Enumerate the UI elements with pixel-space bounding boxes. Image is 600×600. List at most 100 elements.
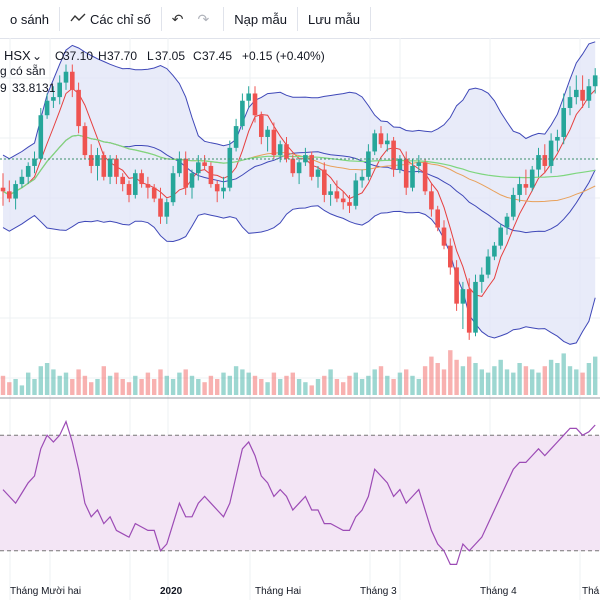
redo-icon: ↷: [197, 10, 210, 27]
time-axis-tick-label: 2020: [160, 586, 183, 597]
candle-body: [202, 162, 207, 166]
candle-body: [397, 158, 403, 170]
volume-bar: [76, 369, 81, 395]
open-label: O: [55, 49, 64, 63]
volume-bar: [334, 379, 340, 395]
candle-body: [44, 100, 50, 116]
volume-bar: [265, 382, 270, 395]
time-axis-tick-label: Tháng Hai: [255, 586, 301, 597]
bollinger-bands: [2, 41, 596, 345]
volume-bar: [44, 363, 50, 395]
candle-body: [322, 169, 327, 195]
volume-bar: [296, 379, 302, 395]
candle-body: [57, 82, 62, 98]
candle-body: [378, 133, 384, 145]
volume-bars: [0, 350, 598, 395]
candle-body: [391, 140, 396, 170]
time-axis-tick-label: Thá: [582, 586, 600, 597]
redo-button[interactable]: ↷: [197, 0, 223, 38]
candle-body: [454, 267, 459, 304]
indicators-button[interactable]: Các chỉ số: [60, 0, 161, 38]
candle-body: [403, 158, 409, 188]
volume-bar: [278, 379, 283, 395]
candle-body: [574, 89, 579, 98]
candle-body: [25, 165, 31, 177]
price-chart[interactable]: Tháng Mười hai 2020 Tháng Hai Tháng 3 Tháng …: [0, 38, 600, 600]
candle-body: [170, 173, 176, 203]
volume-bar: [95, 379, 100, 395]
candle-body: [290, 158, 296, 174]
high-value: 37.70: [107, 49, 137, 63]
candle-body: [32, 158, 37, 166]
candle-body: [485, 256, 491, 275]
volume-bar: [378, 366, 384, 395]
indicators-label: Các chỉ số: [90, 11, 151, 27]
volume-bar: [511, 372, 516, 395]
legend-row: HSX ⌄ O 37.10 H 37.70 L 37.05 C 37.45 +0…: [4, 48, 325, 63]
candle-body: [567, 97, 573, 108]
volume-bar: [567, 366, 573, 395]
volume-bar: [120, 379, 125, 395]
candle-body: [441, 227, 447, 246]
candle-body: [536, 155, 541, 170]
volume-bar: [574, 369, 579, 395]
candle-body: [101, 155, 107, 177]
candle-body: [347, 202, 352, 206]
volume-bar: [548, 359, 554, 395]
volume-bar: [410, 375, 415, 395]
volume-bar: [189, 375, 195, 395]
candle-body: [473, 281, 478, 333]
candle-body: [466, 289, 472, 333]
load-template-button[interactable]: Nạp mẫu: [224, 0, 297, 38]
candle-body: [359, 176, 365, 181]
candle-body: [114, 158, 119, 177]
volume-bar: [290, 372, 295, 395]
compare-button[interactable]: o sánh: [0, 0, 59, 38]
volume-bar: [82, 375, 88, 395]
candle-body: [233, 126, 239, 148]
volume-bar: [498, 359, 503, 395]
candle-body: [429, 191, 434, 210]
low-label: L: [147, 49, 154, 63]
candle-body: [151, 187, 157, 199]
volume-bar: [448, 350, 453, 395]
undo-button[interactable]: ↶: [162, 0, 198, 38]
rsi-band-fill: [0, 435, 600, 551]
volume-bar: [341, 382, 346, 395]
volume-bar: [202, 382, 207, 395]
candle-body: [580, 89, 585, 101]
save-template-button[interactable]: Lưu mẫu: [298, 0, 370, 38]
volume-bar: [580, 372, 585, 395]
volume-bar: [114, 372, 119, 395]
candle-body: [366, 151, 371, 177]
candle-body: [183, 158, 188, 188]
close-label: C: [193, 49, 202, 63]
volume-bar: [221, 372, 226, 395]
candle-body: [88, 155, 94, 166]
change-value: +0.15 (+0.40%): [242, 49, 325, 63]
indicators-icon: [70, 11, 86, 27]
candle-body: [372, 133, 377, 152]
bollinger-lower-line: [2, 205, 596, 345]
candle-body: [416, 162, 422, 166]
candle-body: [38, 115, 44, 159]
candle-body: [284, 144, 289, 159]
rsi-pane: [0, 419, 600, 566]
candle-body: [592, 75, 598, 87]
symbol-menu-chevron[interactable]: ⌄: [32, 49, 42, 63]
candle-body: [259, 115, 264, 137]
candle-body: [82, 126, 88, 156]
volume-bar: [233, 366, 239, 395]
bollinger-upper-line: [2, 41, 596, 160]
volume-bar: [504, 369, 510, 395]
toolbar-divider: [296, 7, 298, 31]
exchange-label: HSX: [4, 48, 31, 63]
candle-body: [296, 162, 302, 174]
volume-bar: [391, 379, 396, 395]
indicator-value: 33.8131: [12, 81, 56, 95]
volume-bar: [353, 372, 358, 395]
volume-bar: [492, 366, 497, 395]
volume-bar: [385, 375, 390, 395]
volume-bar: [133, 375, 138, 395]
volume-bar: [227, 375, 232, 395]
